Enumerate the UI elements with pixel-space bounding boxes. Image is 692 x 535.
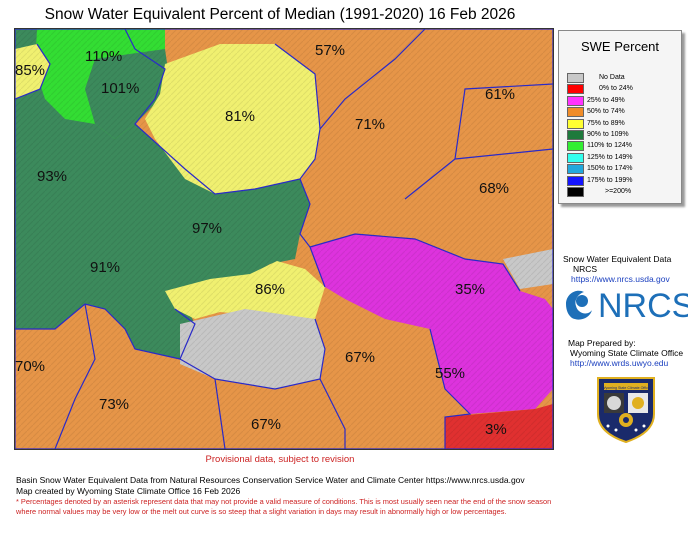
region-label: 81% [225,108,255,125]
provisional-notice: Provisional data, subject to revision [205,454,355,465]
nrcs-logo: NRCS [562,284,692,325]
legend-title: SWE Percent [580,39,660,54]
region-label: 71% [355,116,385,133]
footer-map-credit: Map created by Wyoming State Climate Off… [16,486,241,496]
map-labels: 85% 110% 101% 57% 81% 71% 61% 93% 68% 97… [15,42,515,438]
footnote: * Percentages denoted by an asterisk rep… [16,497,552,516]
region-label: 57% [315,42,345,59]
region-label: 55% [435,365,465,382]
basin-map-svg[interactable]: 85% 110% 101% 57% 81% 71% 61% 93% 68% 97… [15,29,553,449]
legend: SWE Percent No Data 0% to 24% 25% to 49% 50… [558,30,682,204]
region-label: 97% [192,220,222,237]
region-label: 86% [255,281,285,298]
region-label: 61% [485,86,515,103]
region-label: 85% [15,62,45,79]
region-label: 3% [485,421,507,438]
region-label: 91% [90,259,120,276]
swe-map[interactable]: 85% 110% 101% 57% 81% 71% 61% 93% 68% 97… [14,28,554,450]
legend-label: 25% to 49% [587,96,625,104]
shield-icon: Wyoming State Climate Office [597,377,655,444]
svg-text:Wyoming State Climate Office: Wyoming State Climate Office [602,386,650,390]
nrcs-link[interactable]: https://www.nrcs.usda.gov [571,274,670,284]
region-label: 73% [99,396,129,413]
prepared-by-label: Map Prepared by: [568,338,636,348]
legend-label: 125% to 149% [587,153,633,161]
legend-label: No Data [599,74,625,81]
nrcs-logo-icon: NRCS [566,287,692,325]
region-label: 70% [15,358,45,375]
legend-swatch [567,118,584,129]
legend-swatch [567,84,584,95]
legend-swatch [567,187,584,197]
legend-swatch [567,95,584,106]
legend-swatch [567,175,584,186]
relief-texture [15,29,553,449]
wsco-link[interactable]: http://www.wrds.uwyo.edu [570,358,669,368]
legend-swatch [567,164,584,175]
legend-label: 50% to 74% [587,108,625,116]
legend-swatch [567,107,584,118]
region-label: 35% [455,281,485,298]
region-label: 110% [85,48,122,65]
legend-label: >=200% [605,188,632,195]
region-label: 67% [345,349,375,366]
map-title: Snow Water Equivalent Percent of Median … [44,6,516,23]
legend-swatch [567,152,584,163]
legend-swatch [567,141,584,152]
region-label: 101% [101,80,139,97]
legend-label: 175% to 199% [587,176,633,184]
legend-swatch [567,130,584,140]
region-label: 67% [251,416,281,433]
footer-data-source: Basin Snow Water Equivalent Data from Na… [16,475,525,485]
legend-label: 90% to 109% [587,131,629,138]
region-label: 68% [479,180,509,197]
basin-boundaries [15,29,553,449]
legend-label: 75% to 89% [587,119,625,127]
legend-swatch [567,73,584,83]
swe-data-title: Snow Water Equivalent Data [563,254,672,264]
nrcs-label: NRCS [573,264,598,274]
legend-label: 150% to 174% [587,165,633,173]
svg-text:NRCS: NRCS [598,287,688,324]
wsco-seal: Wyoming State Climate Office [594,374,658,444]
wsco-label: Wyoming State Climate Office [570,348,684,358]
legend-label: 110% to 124% [587,142,633,150]
region-label: 93% [37,168,67,185]
legend-label: 0% to 24% [599,85,633,93]
